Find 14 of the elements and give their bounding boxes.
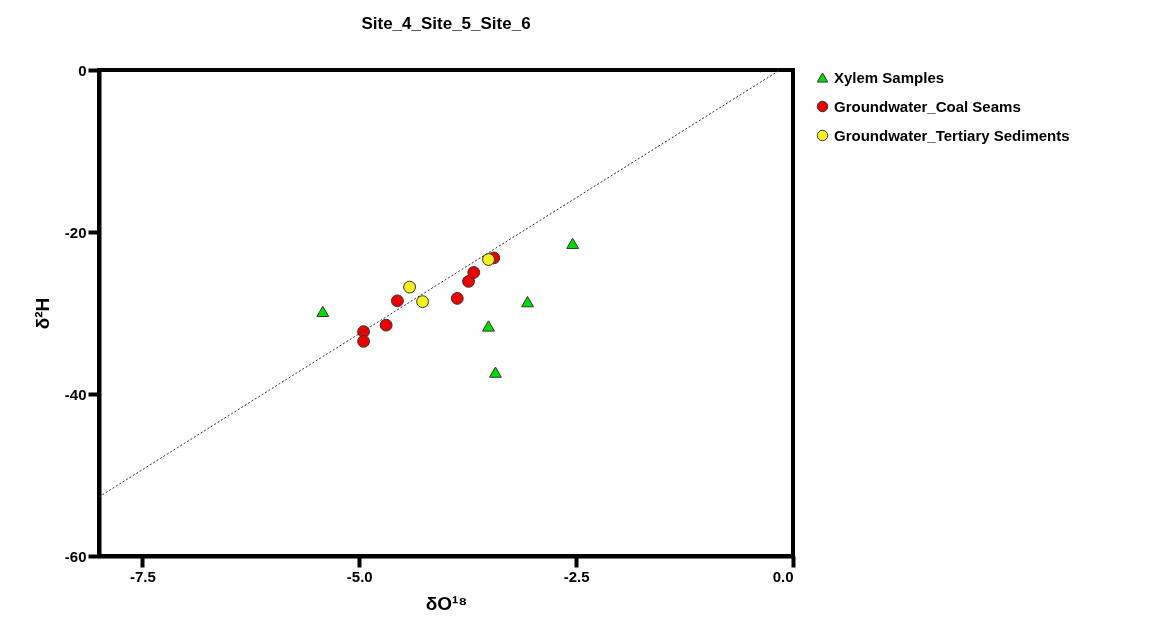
x-tick-label: -5.0: [346, 567, 373, 585]
y-tick-label: -20: [64, 223, 87, 241]
x-tick-label: 0.0: [772, 567, 794, 585]
legend-label: Groundwater_Tertiary Sediments: [834, 126, 1070, 144]
y-tick-label: -40: [64, 385, 87, 403]
y-tick-label: 0: [78, 61, 87, 79]
y-axis-title: δ²H: [31, 297, 53, 330]
chart-title: Site_4_Site_5_Site_6: [361, 14, 531, 33]
legend-label: Xylem Samples: [834, 68, 945, 86]
x-axis-title: δO¹⁸: [425, 592, 468, 614]
x-tick-label: -2.5: [563, 567, 590, 585]
y-tick-label: -60: [64, 547, 87, 565]
x-tick-label: -7.5: [129, 567, 156, 585]
legend-label: Groundwater_Coal Seams: [834, 97, 1021, 115]
